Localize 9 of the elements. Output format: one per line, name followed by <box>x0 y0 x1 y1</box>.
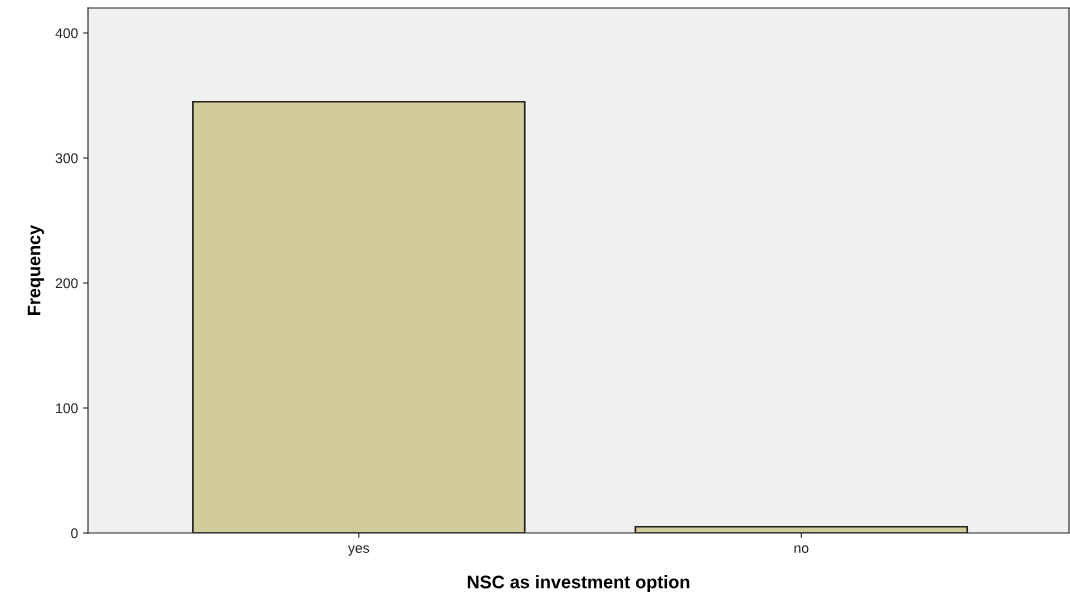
x-axis-title: NSC as investment option <box>467 575 690 592</box>
y-axis-title: Frequency <box>27 224 44 315</box>
y-tick-label: 0 <box>71 528 78 539</box>
y-tick-label: 400 <box>55 28 78 39</box>
y-tick-label: 300 <box>55 153 78 164</box>
y-tick-label: 100 <box>56 403 78 414</box>
x-tick-label: no <box>794 545 809 553</box>
y-tick-label: 200 <box>55 278 78 289</box>
x-tick-label: yes <box>348 545 370 556</box>
